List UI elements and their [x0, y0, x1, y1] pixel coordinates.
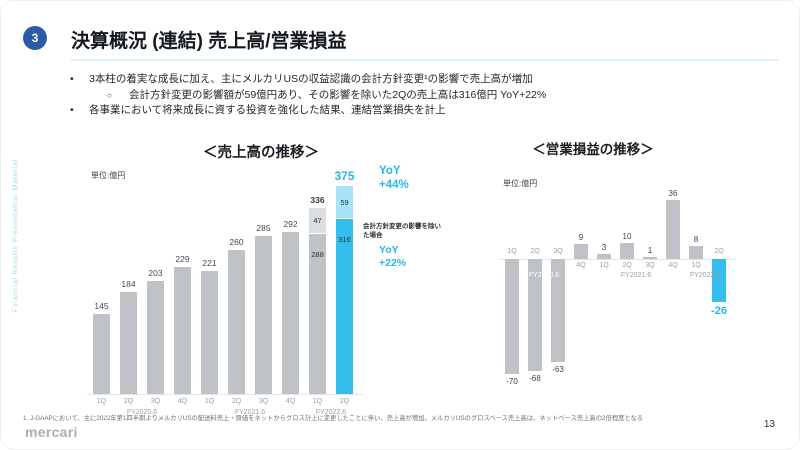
x-axis-quarter-label: 1Q — [204, 398, 215, 405]
bar-value-label: -63 — [552, 365, 564, 374]
revenue-yoy-ex-annotation: YoY +22% — [379, 244, 431, 270]
bar-total-label: 336 — [310, 195, 325, 205]
bar-value-label: 36 — [668, 189, 678, 198]
operating-bar-chart: -70 1Q -68 2Q -63 3Q 9 4Q 3 1Q 10 2Q 1 3Q 36 4Q 8 1Q -26 2Q… — [499, 171, 751, 403]
bar-base-segment — [147, 281, 164, 394]
yoy-label: YoY — [379, 165, 401, 177]
bar-value-label: 3 — [601, 243, 607, 252]
x-axis-quarter-label: 4Q — [576, 262, 586, 269]
bar-total-label: 285 — [256, 223, 271, 233]
footnote: 1. J-GAAPにおいて、主に2022年第1四半期よりメルカリUSの配送料売上… — [23, 415, 644, 422]
bar-total-label: 229 — [175, 254, 190, 264]
x-axis-quarter-label: 3Q — [150, 398, 161, 405]
revenue-bar-chart: 145 1Q 184 2Q 203 3Q 229 4Q 221 1Q 260 2Q 285 3Q 292 4Q… — [87, 161, 397, 423]
page-title: 決算概況 (連結) 売上高/営業損益 — [71, 31, 347, 52]
x-axis-quarter-label: 2Q — [231, 398, 242, 405]
x-axis-quarter-label: 3Q — [258, 398, 269, 405]
bar-total-label: 375 — [334, 169, 355, 183]
bar-base-segment — [309, 234, 326, 394]
bar-base-segment — [201, 271, 218, 394]
yoy-value: +44% — [379, 179, 409, 191]
bar-accounting-change-segment — [336, 186, 353, 219]
base-value-label: 288 — [311, 250, 324, 259]
revenue-chart-title: ＜売上高の推移＞ — [203, 145, 319, 161]
bar-segment — [528, 259, 542, 371]
x-axis-quarter-label: 2Q — [530, 248, 540, 255]
bullet-operating-loss: 各事業において将来成長に資する投資を強化した結果、連結営業損失を計上 — [61, 103, 771, 119]
x-axis-quarter-label: 1Q — [691, 262, 701, 269]
bar-base-segment — [255, 236, 272, 394]
bar-value-label: 8 — [693, 235, 699, 244]
x-axis-quarter-label: 2Q — [123, 398, 134, 405]
bar-segment — [643, 257, 657, 259]
bar-total-label: 203 — [148, 268, 163, 278]
bar-total-label: 221 — [202, 258, 217, 268]
revenue-chart-unit-label: 単位:億円 — [91, 171, 126, 180]
x-axis-line — [87, 394, 363, 395]
bar-segment — [505, 259, 519, 374]
accounting-change-value-label: 47 — [313, 216, 322, 225]
x-axis-fiscal-year-label: FY2020.6 — [126, 409, 158, 416]
x-axis-fiscal-year-label: FY2022.6 — [689, 272, 721, 279]
x-axis-quarter-label: 2Q — [622, 262, 632, 269]
bullet-revenue-growth: 3本柱の着実な成長に加え、主にメルカリUSの収益認識の会計方針変更¹の影響で売上… — [61, 72, 771, 88]
bar-base-segment — [336, 219, 353, 394]
bar-segment — [666, 200, 680, 259]
x-axis-quarter-label: 4Q — [285, 398, 296, 405]
title-underline — [71, 59, 779, 61]
x-axis-fiscal-year-label: FY2020.6 — [528, 272, 560, 279]
x-axis-quarter-label: 2Q — [714, 248, 724, 255]
base-value-label: 316 — [338, 235, 351, 244]
x-axis-quarter-label: 4Q — [668, 262, 678, 269]
bar-base-segment — [228, 250, 245, 394]
accounting-change-note: 会計方針変更の影響を除いた場合 — [363, 223, 441, 239]
bar-base-segment — [93, 314, 110, 394]
yoy-ex-value: +22% — [379, 257, 407, 269]
bar-base-segment — [120, 292, 137, 394]
page-number: 13 — [763, 419, 775, 430]
x-axis-fiscal-year-label: FY2021.6 — [620, 272, 652, 279]
bar-value-label: -70 — [506, 377, 518, 386]
bar-total-label: 292 — [283, 219, 298, 229]
x-axis-fiscal-year-label: FY2021.6 — [234, 409, 266, 416]
x-axis-quarter-label: 1Q — [96, 398, 107, 405]
bar-segment — [551, 259, 565, 362]
bar-total-label: 184 — [121, 279, 136, 289]
slide-number-badge: 3 — [23, 26, 47, 50]
x-axis-quarter-label: 3Q — [553, 248, 563, 255]
x-axis-quarter-label: 1Q — [312, 398, 323, 405]
x-axis-quarter-label: 4Q — [177, 398, 188, 405]
bar-value-label: -26 — [711, 305, 727, 317]
bar-base-segment — [282, 232, 299, 394]
accounting-change-value-label: 59 — [340, 197, 349, 207]
x-axis-fiscal-year-label: FY2022.6 — [315, 409, 347, 416]
sidebar-vertical-text: Financial Results Presentation Material — [10, 159, 20, 313]
x-axis-quarter-label: 1Q — [599, 262, 609, 269]
yoy-ex-label: YoY — [379, 244, 399, 256]
operating-chart-title: ＜営業損益の推移＞ — [532, 142, 654, 157]
bar-segment — [620, 243, 634, 259]
x-axis-quarter-label: 1Q — [507, 248, 517, 255]
x-axis-quarter-label: 2Q — [339, 398, 350, 405]
bar-value-label: 1 — [647, 246, 653, 255]
bar-base-segment — [174, 267, 191, 394]
bullet-accounting-change-detail: 会計方針変更の影響額が59億円あり、その影響を除いた2Qの売上高は316億円 Y… — [61, 88, 771, 104]
x-axis-line — [499, 259, 735, 260]
mercari-logo: mercari — [25, 424, 78, 440]
bar-value-label: 9 — [578, 233, 584, 242]
bar-segment — [597, 254, 611, 259]
bar-total-label: 260 — [229, 237, 244, 247]
bar-value-label: 10 — [622, 232, 632, 241]
bar-total-label: 145 — [94, 301, 109, 311]
bar-accounting-change-segment — [309, 208, 326, 234]
operating-chart-unit-label: 単位:億円 — [503, 179, 538, 188]
bar-segment — [712, 259, 726, 302]
bar-segment — [689, 246, 703, 259]
revenue-yoy-annotation: YoY +44% — [379, 164, 431, 192]
bar-value-label: -68 — [529, 374, 541, 383]
x-axis-quarter-label: 3Q — [645, 262, 655, 269]
summary-bullets: 3本柱の着実な成長に加え、主にメルカリUSの収益認識の会計方針変更¹の影響で売上… — [61, 72, 771, 119]
bar-segment — [574, 244, 588, 259]
